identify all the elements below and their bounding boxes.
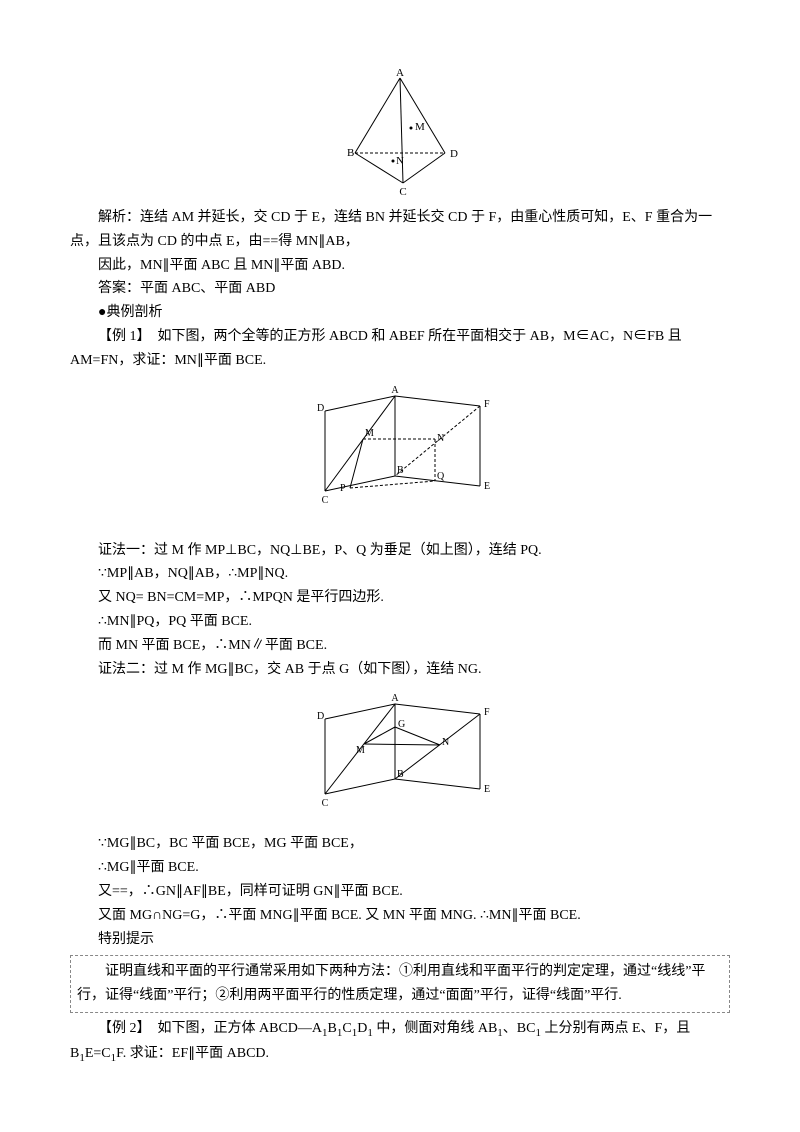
svg-text:E: E [484, 481, 490, 492]
proof1-l4: ∴MN∥PQ，PQ 平面 BCE. [70, 610, 730, 634]
svg-text:D: D [317, 403, 324, 414]
svg-text:C: C [322, 495, 329, 506]
proof2-l1: ∵MG∥BC，BC 平面 BCE，MG 平面 BCE， [70, 832, 730, 856]
svg-text:E: E [484, 784, 490, 795]
svg-text:C: C [322, 798, 329, 809]
figure-two-squares-2: A B C D E F M N G [70, 689, 730, 824]
proof1-l2: ∵MP∥AB，NQ∥AB，∴MP∥NQ. [70, 562, 730, 586]
lbl-D: D [450, 148, 458, 160]
lbl-M: M [415, 121, 425, 133]
text-answer: 答案：平面 ABC、平面 ABD [70, 277, 730, 301]
lbl-A: A [396, 68, 404, 79]
example-2: 【例 2】 如下图，正方体 ABCD—A1B1C1D1 中，侧面对角线 AB1、… [70, 1017, 730, 1068]
tip-box: 证明直线和平面的平行通常采用如下两种方法：①利用直线和平面平行的判定定理，通过“… [70, 955, 730, 1013]
heading-examples: ●典例剖析 [70, 301, 730, 325]
svg-text:N: N [442, 737, 449, 748]
svg-text:M: M [356, 745, 365, 756]
proof1-l1: 证法一：过 M 作 MP⊥BC，NQ⊥BE，P、Q 为垂足（如上图），连结 PQ… [70, 539, 730, 563]
proof1-l3: 又 NQ= BN=CM=MP，∴MPQN 是平行四边形. [70, 586, 730, 610]
svg-text:A: A [391, 385, 399, 396]
tip-text: 证明直线和平面的平行通常采用如下两种方法：①利用直线和平面平行的判定定理，通过“… [77, 964, 705, 1003]
text-analysis: 解析：连结 AM 并延长，交 CD 于 E，连结 BN 并延长交 CD 于 F，… [70, 206, 730, 254]
proof2-l2: ∴MG∥平面 BCE. [70, 856, 730, 880]
svg-text:B: B [397, 769, 404, 780]
svg-text:Q: Q [437, 471, 445, 482]
svg-text:B: B [397, 465, 404, 476]
figure-tetrahedron: A B C D M N [70, 68, 730, 198]
example-1: 【例 1】 如下图，两个全等的正方形 ABCD 和 ABEF 所在平面相交于 A… [70, 325, 730, 373]
proof2-l3: 又==，∴GN∥AF∥BE，同样可证明 GN∥平面 BCE. [70, 880, 730, 904]
svg-text:A: A [391, 693, 399, 704]
lbl-B: B [347, 147, 354, 159]
svg-text:M: M [365, 428, 374, 439]
svg-text:P: P [340, 483, 346, 494]
text-conclusion1: 因此，MN∥平面 ABC 且 MN∥平面 ABD. [70, 254, 730, 278]
svg-text:F: F [484, 707, 490, 718]
svg-text:N: N [437, 433, 444, 444]
figure-two-squares-1: A B C D E F M N P Q [70, 381, 730, 531]
proof2-intro: 证法二：过 M 作 MG∥BC，交 AB 于点 G（如下图），连结 NG. [70, 658, 730, 682]
svg-text:F: F [484, 399, 490, 410]
svg-text:G: G [398, 719, 405, 730]
svg-text:D: D [317, 711, 324, 722]
tip-heading: 特别提示 [70, 928, 730, 952]
proof2-l4: 又面 MG∩NG=G，∴平面 MNG∥平面 BCE. 又 MN 平面 MNG. … [70, 904, 730, 928]
proof1-l5: 而 MN 平面 BCE，∴MN∥平面 BCE. [70, 634, 730, 658]
lbl-N: N [396, 155, 404, 167]
lbl-C: C [399, 186, 406, 198]
